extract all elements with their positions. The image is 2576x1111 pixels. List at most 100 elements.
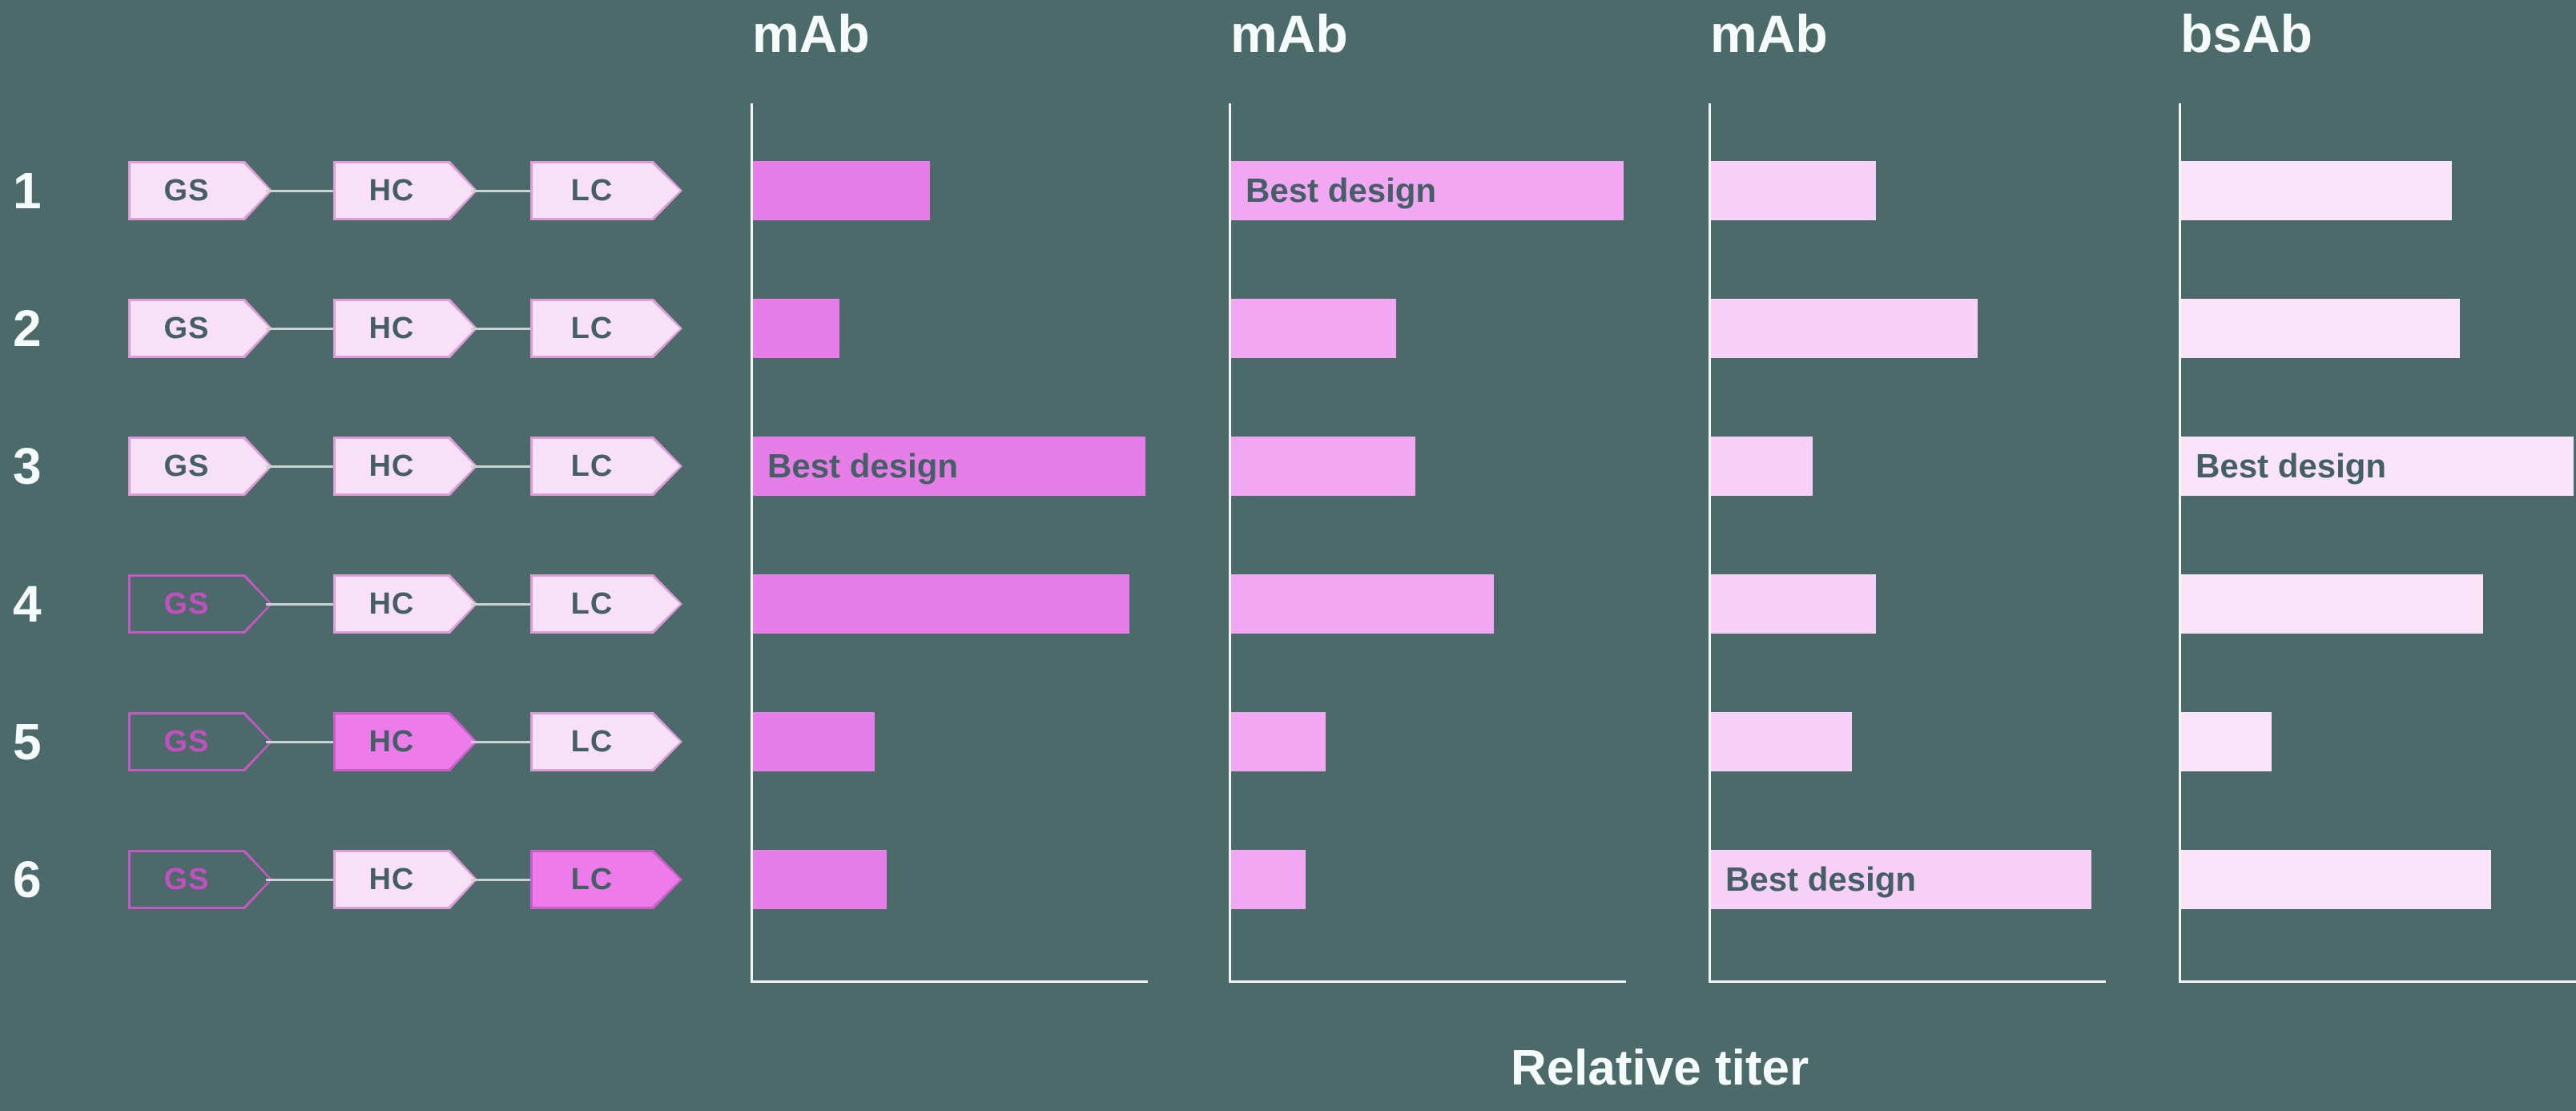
hc-segment-shape: HC — [333, 850, 477, 909]
bar-label: Best design — [2196, 447, 2387, 485]
construct-row: 1 GS HC LC — [0, 161, 721, 220]
hc-segment-shape: HC — [333, 437, 477, 496]
bar — [1231, 299, 1396, 358]
segment-label: HC — [368, 863, 415, 896]
segment-label: GS — [163, 312, 210, 345]
construct-row: 5 GS HC LC — [0, 712, 721, 771]
segment-label: GS — [163, 174, 210, 207]
segment-label: GS — [163, 449, 210, 483]
connector-line — [471, 741, 537, 743]
connector-line — [471, 603, 537, 606]
row-number: 6 — [13, 851, 42, 908]
gs-segment-shape: GS — [128, 437, 272, 496]
bar-best-design: Best design — [1711, 850, 2091, 909]
bar — [1231, 850, 1306, 909]
segment-label: HC — [368, 449, 415, 483]
bar — [1711, 161, 1876, 220]
gs-segment-shape: GS — [128, 850, 272, 909]
segment-label: LC — [570, 312, 614, 345]
bar — [2181, 574, 2483, 634]
lc-segment-shape: LC — [530, 574, 682, 634]
construct-row: 4 GS HC LC — [0, 574, 721, 634]
bar — [2181, 850, 2491, 909]
gs-segment-shape: GS — [128, 712, 272, 771]
connector-line — [266, 741, 340, 743]
bar — [753, 850, 887, 909]
x-axis-label: Relative titer — [1510, 1041, 1809, 1096]
bar — [2181, 299, 2460, 358]
panel-title: bsAb — [2180, 4, 2312, 63]
bar-best-design: Best design — [2181, 437, 2574, 496]
bar — [2181, 161, 2452, 220]
bar — [753, 299, 839, 358]
row-number: 1 — [13, 162, 42, 219]
segment-label: GS — [163, 587, 210, 621]
bar — [1231, 574, 1494, 634]
row-number: 2 — [13, 300, 42, 357]
segment-label: LC — [570, 863, 614, 896]
construct-row: 3 GS HC LC — [0, 437, 721, 496]
bar — [1711, 299, 1978, 358]
hc-segment-shape: HC — [333, 299, 477, 358]
lc-segment-shape: LC — [530, 712, 682, 771]
bar — [753, 574, 1129, 634]
construct-row: 2 GS HC LC — [0, 299, 721, 358]
bar — [1711, 574, 1876, 634]
segment-label: GS — [163, 725, 210, 759]
bar — [2181, 712, 2272, 771]
panel-mab-3: mAb Best design — [1709, 0, 2106, 1009]
bar — [1231, 437, 1415, 496]
row-number: 5 — [13, 713, 42, 771]
gs-segment-shape: GS — [128, 574, 272, 634]
segment-label: GS — [163, 863, 210, 896]
panel-title: mAb — [752, 4, 870, 63]
lc-segment-shape: LC — [530, 850, 682, 909]
segment-label: HC — [368, 725, 415, 759]
bar-best-design: Best design — [753, 437, 1145, 496]
gs-segment-shape: GS — [128, 299, 272, 358]
panel-bsab: bsAb Best design — [2179, 0, 2576, 1009]
plot-area: Best design — [2179, 103, 2576, 983]
hc-segment-shape: HC — [333, 161, 477, 220]
panel-title: mAb — [1710, 4, 1828, 63]
connector-line — [266, 328, 340, 330]
row-number: 3 — [13, 437, 42, 495]
connector-line — [471, 190, 537, 192]
segment-label: LC — [570, 449, 614, 483]
connector-line — [471, 328, 537, 330]
segment-label: LC — [570, 174, 614, 207]
lc-segment-shape: LC — [530, 161, 682, 220]
lc-segment-shape: LC — [530, 437, 682, 496]
bar-label: Best design — [767, 447, 959, 485]
row-number: 4 — [13, 575, 42, 633]
connector-line — [471, 465, 537, 468]
plot-area: Best design — [751, 103, 1148, 983]
bar — [753, 712, 875, 771]
segment-label: LC — [570, 725, 614, 759]
plot-area: Best design — [1229, 103, 1626, 983]
connector-line — [266, 879, 340, 881]
bar-label: Best design — [1246, 171, 1437, 209]
gs-segment-shape: GS — [128, 161, 272, 220]
segment-label: HC — [368, 312, 415, 345]
bar — [1711, 437, 1813, 496]
connector-line — [266, 465, 340, 468]
panel-title: mAb — [1230, 4, 1348, 63]
connector-line — [266, 190, 340, 192]
bar-label: Best design — [1725, 860, 1917, 898]
bar — [753, 161, 930, 220]
panel-mab-1: mAb Best design — [751, 0, 1148, 1009]
connector-line — [471, 879, 537, 881]
segment-label: HC — [368, 174, 415, 207]
lc-segment-shape: LC — [530, 299, 682, 358]
hc-segment-shape: HC — [333, 574, 477, 634]
bar — [1231, 712, 1326, 771]
connector-line — [266, 603, 340, 606]
construct-row: 6 GS HC LC — [0, 850, 721, 909]
bar-best-design: Best design — [1231, 161, 1624, 220]
plot-area: Best design — [1709, 103, 2106, 983]
segment-label: LC — [570, 587, 614, 621]
bar — [1711, 712, 1852, 771]
segment-label: HC — [368, 587, 415, 621]
